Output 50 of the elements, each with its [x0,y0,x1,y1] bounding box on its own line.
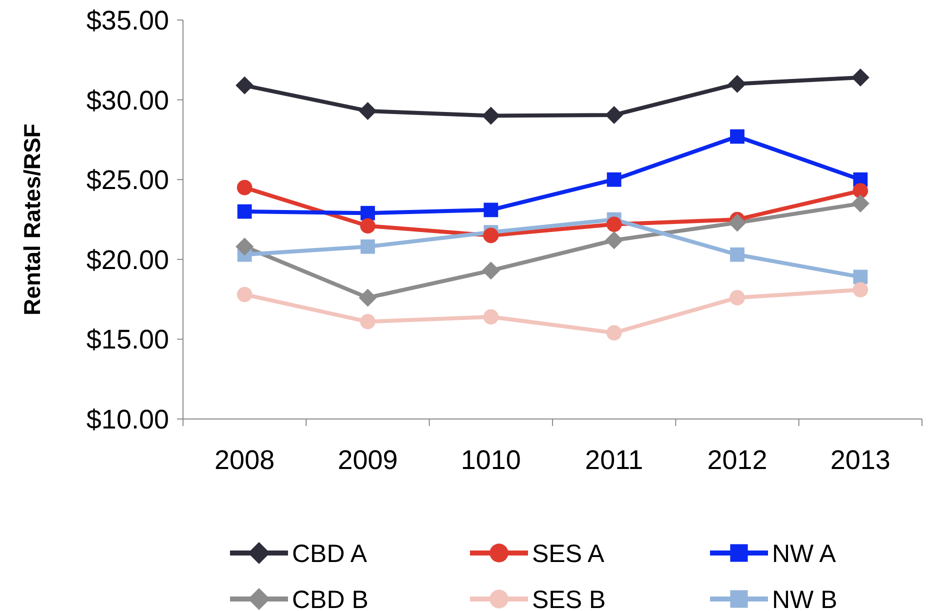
point [851,68,870,86]
point [236,286,252,302]
point [605,106,624,124]
x-tick-label: 2013 [830,445,890,475]
point [730,247,744,262]
point [852,282,868,298]
x-tick-label: 2009 [338,445,398,475]
legend-label: SES A [532,540,605,568]
point [728,214,746,232]
x-tick-label: 2008 [214,445,275,475]
legend-label: CBD B [292,586,368,611]
y-tick-label: $30.00 [86,85,169,116]
point [360,218,376,234]
y-tick-label: $10.00 [86,404,169,434]
point [606,216,622,232]
point [730,129,744,144]
point [237,204,252,219]
point [606,172,622,187]
point [236,180,252,196]
point [730,290,745,306]
point [484,202,498,218]
point [482,106,500,125]
legend-label: CBD A [292,540,368,568]
point [482,262,500,280]
point [358,102,377,120]
y-tick-label: $25.00 [86,165,169,196]
point [360,206,375,220]
legend-label: NW B [772,586,838,611]
point [236,238,254,256]
point [728,74,746,93]
point [358,288,377,307]
legend-label: NW A [772,540,836,568]
point [483,228,499,244]
point [851,194,870,213]
y-axis-title: Rental Rates/RSF [19,124,45,316]
point [483,309,499,325]
legend-label: SES B [532,586,606,611]
point [360,314,376,330]
y-tick-label: $35.00 [86,5,169,36]
point [606,325,622,340]
point [360,239,375,254]
y-tick-label: $20.00 [86,244,169,275]
x-tick-label: 1010 [460,445,521,475]
point [236,76,254,94]
point [605,231,624,250]
x-tick-label: 2011 [585,445,644,475]
point [853,270,868,284]
y-tick-label: $15.00 [86,324,169,355]
x-tick-label: 2012 [707,445,768,475]
point [852,183,868,198]
